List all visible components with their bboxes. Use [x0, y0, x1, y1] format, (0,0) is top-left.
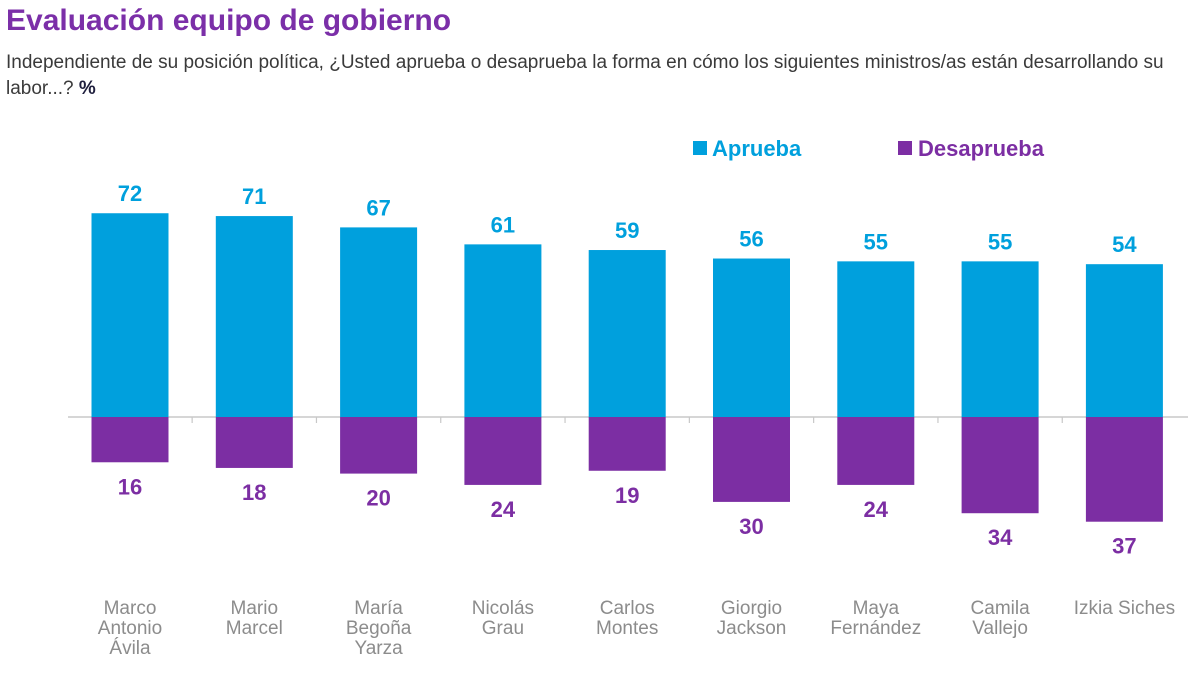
data-label-aprueba: 55: [988, 229, 1012, 254]
bar-aprueba: [588, 250, 666, 417]
bar-desaprueba: [1085, 417, 1163, 522]
data-label-desaprueba: 30: [739, 514, 763, 539]
bar-desaprueba: [588, 417, 666, 471]
legend-swatch-aprueba: [693, 141, 707, 155]
data-label-aprueba: 56: [739, 227, 763, 252]
chart-subtitle: Independiente de su posición política, ¿…: [6, 50, 1196, 102]
data-label-desaprueba: 34: [988, 525, 1013, 550]
data-label-aprueba: 71: [242, 184, 266, 209]
bar-aprueba: [713, 258, 790, 417]
data-label-aprueba: 55: [864, 229, 888, 254]
bar-aprueba: [464, 244, 542, 417]
legend-label-aprueba: Aprueba: [712, 136, 802, 161]
bar-desaprueba: [961, 417, 1039, 514]
unit-label: %: [78, 78, 96, 99]
bar-aprueba: [1085, 264, 1163, 417]
data-label-desaprueba: 24: [491, 497, 516, 522]
category-label: Izkia Siches: [1074, 598, 1175, 619]
data-label-desaprueba: 16: [118, 474, 142, 499]
category-label: Marco Antonio Ávila: [98, 598, 162, 659]
bar-aprueba: [837, 261, 915, 417]
category-label: María Begoña Yarza: [346, 598, 412, 659]
category-label: Giorgio Jackson: [717, 598, 787, 639]
data-label-desaprueba: 18: [242, 480, 266, 505]
category-label: Nicolás Grau: [472, 598, 534, 639]
data-label-desaprueba: 24: [864, 497, 889, 522]
data-label-aprueba: 54: [1112, 232, 1137, 257]
subtitle-question: Independiente de su posición política, ¿…: [6, 52, 1164, 99]
data-label-aprueba: 59: [615, 218, 639, 243]
bar-desaprueba: [215, 417, 293, 468]
data-label-desaprueba: 20: [366, 486, 390, 511]
data-label-aprueba: 72: [118, 181, 142, 206]
bar-aprueba: [215, 216, 293, 417]
chart-title: Evaluación equipo de gobierno: [6, 4, 452, 37]
bar-desaprueba: [837, 417, 915, 485]
category-label: Mario Marcel: [226, 598, 283, 639]
legend-label-desaprueba: Desaprueba: [918, 136, 1045, 161]
category-label: Maya Fernández: [830, 598, 921, 639]
bar-aprueba: [961, 261, 1039, 417]
data-label-aprueba: 61: [491, 212, 515, 237]
legend-swatch-desaprueba: [898, 141, 912, 155]
bar-desaprueba: [464, 417, 542, 485]
data-label-aprueba: 67: [366, 195, 390, 220]
bar-aprueba: [340, 227, 418, 417]
data-label-desaprueba: 19: [615, 483, 639, 508]
bar-desaprueba: [91, 417, 169, 463]
data-label-desaprueba: 37: [1112, 534, 1136, 559]
bar-desaprueba: [713, 417, 790, 502]
bar-desaprueba: [340, 417, 418, 474]
category-label: Camila Vallejo: [971, 598, 1031, 639]
bar-aprueba: [91, 213, 169, 417]
category-label: Carlos Montes: [596, 598, 658, 639]
